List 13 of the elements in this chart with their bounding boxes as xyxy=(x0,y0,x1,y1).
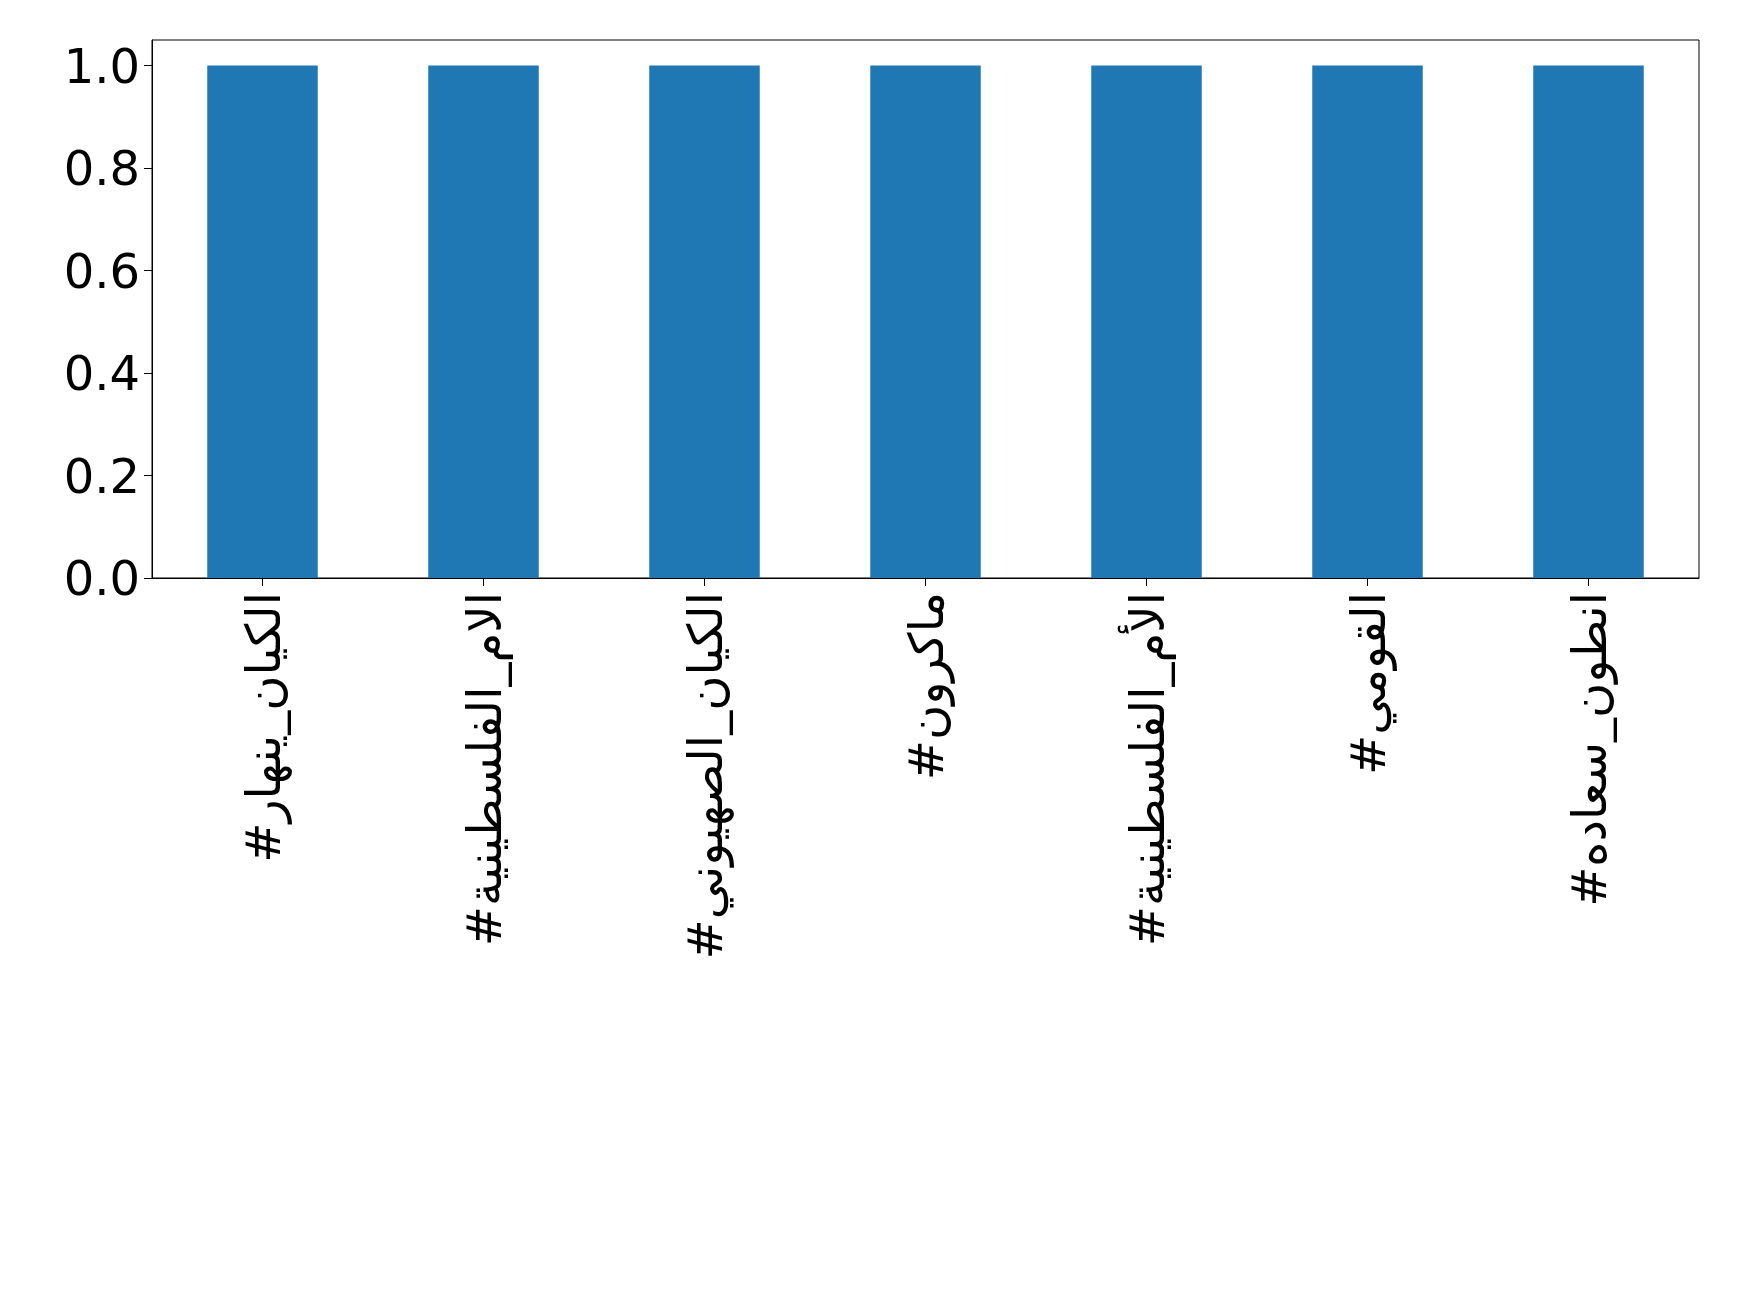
y-tick-label: 0.4 xyxy=(63,345,140,402)
x-tick-label: #الأم_الفلسطينية xyxy=(1116,592,1176,947)
x-tick-label: #ماكرون xyxy=(897,592,955,781)
y-tick-label: 0.2 xyxy=(63,447,140,504)
x-tick-label: #الكيان_الصهيوني xyxy=(676,592,734,960)
y-tick-label: 1.0 xyxy=(63,37,140,94)
y-tick-label: 0.6 xyxy=(63,242,140,299)
y-tick-label: 0.8 xyxy=(63,140,140,197)
x-tick-label: #الكيان_ينهار xyxy=(234,592,292,863)
x-tick-label: #انطون_سعاده xyxy=(1560,592,1618,907)
x-tick-label: #الام_الفلسطينية xyxy=(455,592,513,947)
x-tick-label: #القومي xyxy=(1339,592,1397,775)
y-tick-label: 0.0 xyxy=(63,550,140,606)
